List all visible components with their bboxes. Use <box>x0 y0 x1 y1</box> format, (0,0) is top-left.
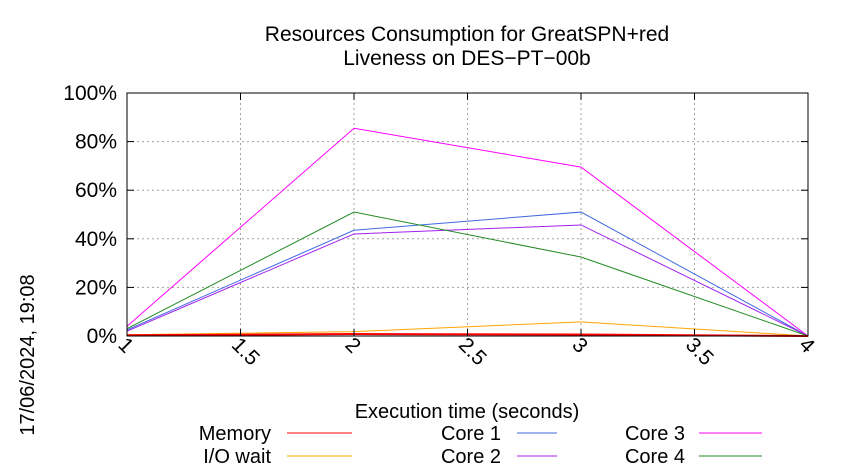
y-tick-label: 20% <box>75 276 117 299</box>
x-tick-label: 4 <box>794 333 819 358</box>
series-line-core-3 <box>126 127 809 337</box>
x-tick-label: 3 <box>567 333 592 358</box>
legend-label: Core 3 <box>625 423 685 445</box>
legend-label: Core 2 <box>441 446 501 468</box>
series-line-core-2 <box>126 224 809 337</box>
legend-label: Core 1 <box>441 423 501 445</box>
y-tick-label: 80% <box>75 131 117 154</box>
axes: 0% 20% 40% 60% 80% 100% 1 1.5 2 2.5 3 3.5 4 <box>63 82 819 370</box>
series-line-core-4 <box>126 211 809 337</box>
series-line-core-1 <box>126 211 809 337</box>
x-tick-label: 1.5 <box>227 333 264 370</box>
chart-subtitle: Liveness on DES−PT−00b <box>343 47 591 70</box>
x-tick-label: 3.5 <box>681 333 718 370</box>
legend-label: I/O wait <box>203 446 271 468</box>
y-tick-label: 40% <box>75 228 117 251</box>
y-tick-label: 0% <box>87 325 117 348</box>
x-tick-label: 1 <box>113 333 138 358</box>
timestamp-label: 17/06/2024, 19:08 <box>17 274 39 435</box>
x-tick-label: 2 <box>340 333 365 358</box>
legend-label: Core 4 <box>625 446 685 468</box>
x-axis-label: Execution time (seconds) <box>355 401 580 423</box>
x-tick-label: 2.5 <box>454 333 491 370</box>
chart-title: Resources Consumption for GreatSPN+red <box>265 23 669 46</box>
y-tick-label: 100% <box>63 82 117 105</box>
y-tick-label: 60% <box>75 179 117 202</box>
legend-label: Memory <box>199 423 271 445</box>
grid <box>127 93 808 336</box>
